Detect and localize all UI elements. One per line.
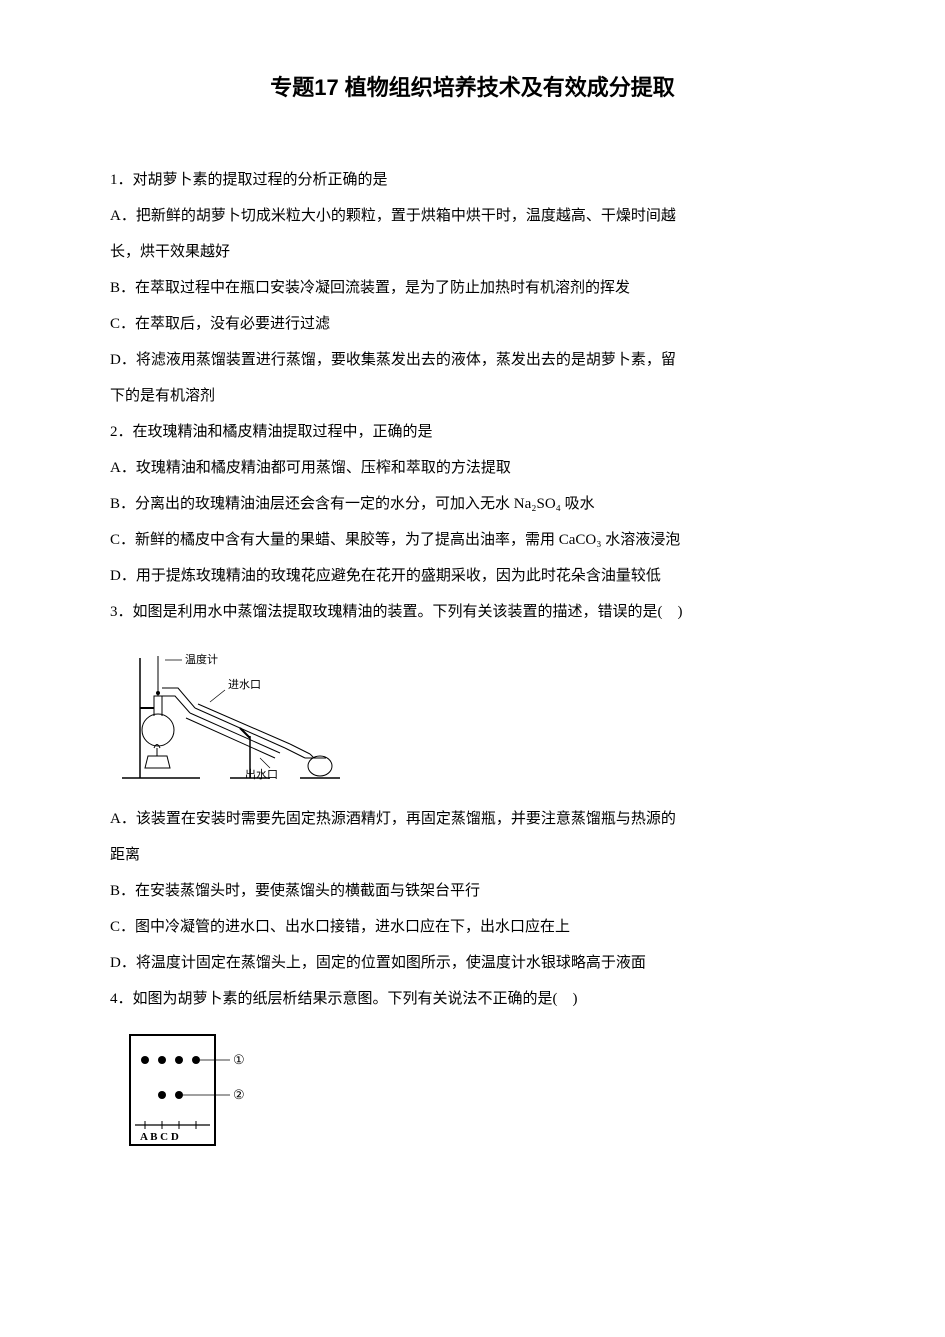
inlet-label: 进水口 (228, 678, 261, 691)
distillation-apparatus-diagram: 温度计 进水口 出水口 (110, 638, 380, 788)
thermometer-label: 温度计 (185, 652, 218, 666)
abcd-labels: A B C D (140, 1131, 179, 1143)
q1-option-a-line2: 长，烘干效果越好 (110, 234, 835, 270)
q2-option-a: A．玫瑰精油和橘皮精油都可用蒸馏、压榨和萃取的方法提取 (110, 450, 835, 486)
q2-option-d: D．用于提炼玫瑰精油的玫瑰花应避免在花开的盛期采收，因为此时花朵含油量较低 (110, 558, 835, 594)
q1-option-b: B．在萃取过程中在瓶口安装冷凝回流装置，是为了防止加热时有机溶剂的挥发 (110, 270, 835, 306)
q4-stem: 4．如图为胡萝卜素的纸层析结果示意图。下列有关说法不正确的是( ) (110, 981, 835, 1017)
q3-option-c: C．图中冷凝管的进水口、出水口接错，进水口应在下，出水口应在上 (110, 909, 835, 945)
q4-diagram-container: A B C D ① ② (110, 1025, 835, 1160)
chromatography-diagram: A B C D ① ② (120, 1025, 250, 1155)
q3-option-b: B．在安装蒸馏头时，要使蒸馏头的横截面与铁架台平行 (110, 873, 835, 909)
document-page: 专题17 植物组织培养技术及有效成分提取 1．对胡萝卜素的提取过程的分析正确的是… (0, 0, 945, 1208)
q1-option-c: C．在萃取后，没有必要进行过滤 (110, 306, 835, 342)
mark-2-label: ② (233, 1087, 245, 1102)
q2-option-c: C．新鲜的橘皮中含有大量的果蜡、果胶等，为了提高出油率，需用 CaCO₃ 水溶液… (110, 522, 835, 558)
q3-stem: 3．如图是利用水中蒸馏法提取玫瑰精油的装置。下列有关该装置的描述，错误的是( ) (110, 594, 835, 630)
page-title: 专题17 植物组织培养技术及有效成分提取 (110, 70, 835, 102)
q1-option-a-line1: A．把新鲜的胡萝卜切成米粒大小的颗粒，置于烘箱中烘干时，温度越高、干燥时间越 (110, 198, 835, 234)
q3-option-a-line1: A．该装置在安装时需要先固定热源酒精灯，再固定蒸馏瓶，并要注意蒸馏瓶与热源的 (110, 801, 835, 837)
q3-option-d: D．将温度计固定在蒸馏头上，固定的位置如图所示，使温度计水银球略高于液面 (110, 945, 835, 981)
q1-option-d-line1: D．将滤液用蒸馏装置进行蒸馏，要收集蒸发出去的液体，蒸发出去的是胡萝卜素，留 (110, 342, 835, 378)
q2-stem: 2．在玫瑰精油和橘皮精油提取过程中，正确的是 (110, 414, 835, 450)
q1-stem: 1．对胡萝卜素的提取过程的分析正确的是 (110, 162, 835, 198)
q3-option-a-line2: 距离 (110, 837, 835, 873)
mark-1-label: ① (233, 1052, 245, 1067)
q2-option-b: B．分离出的玫瑰精油油层还会含有一定的水分，可加入无水 Na₂SO₄ 吸水 (110, 486, 835, 522)
q1-option-d-line2: 下的是有机溶剂 (110, 378, 835, 414)
q3-diagram-container: 温度计 进水口 出水口 (110, 638, 835, 793)
